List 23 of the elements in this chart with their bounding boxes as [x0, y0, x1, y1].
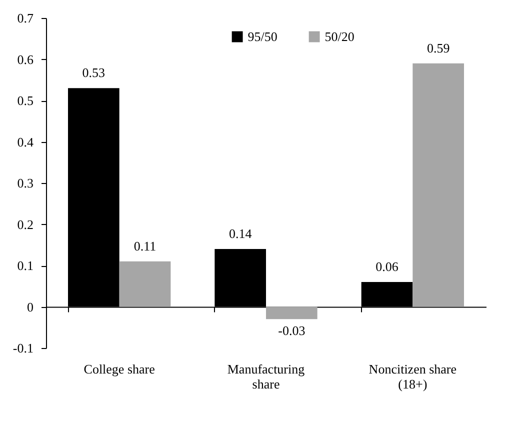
- y-tick-label: 0.5: [17, 93, 34, 108]
- data-label: 0.06: [376, 259, 399, 274]
- legend-label: 95/50: [248, 28, 278, 44]
- data-label: 0.14: [228, 226, 252, 241]
- y-tick-label: -0.1: [12, 340, 34, 356]
- y-tick-label: 0: [27, 299, 34, 314]
- y-tick-label: 0.6: [17, 52, 34, 67]
- data-label: -0.03: [278, 323, 306, 338]
- bar: [412, 63, 464, 307]
- legend-label: 50/20: [324, 28, 354, 44]
- data-label: 0.11: [134, 238, 156, 254]
- bar: [119, 261, 171, 307]
- bar: [266, 306, 318, 320]
- x-tick-label: Manufacturing share: [227, 362, 306, 392]
- y-tick-label: 0.1: [17, 258, 34, 273]
- x-tick-label: College share: [84, 362, 156, 376]
- x-tick-label: Noncitizen share (18+): [368, 362, 457, 392]
- y-tick-label: 0.7: [17, 10, 34, 26]
- y-tick-label: 0.2: [17, 216, 34, 232]
- data-label: 0.53: [82, 65, 106, 80]
- y-tick-label: 0.4: [17, 134, 34, 150]
- y-tick-label: 0.3: [17, 176, 34, 190]
- data-label: 0.59: [426, 40, 450, 56]
